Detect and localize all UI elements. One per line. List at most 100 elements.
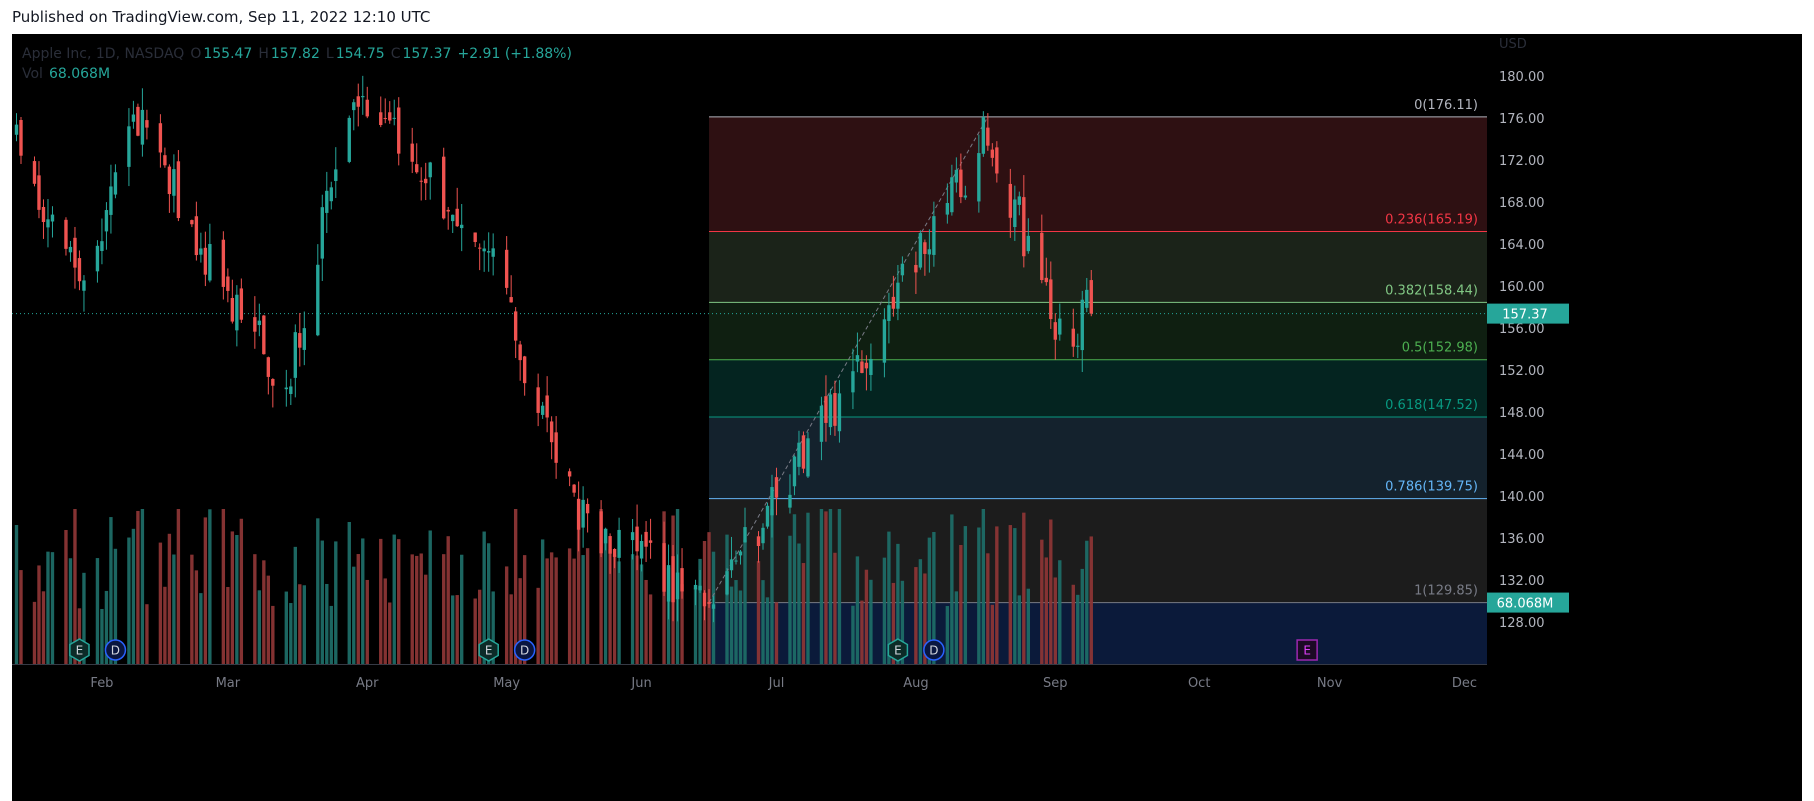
volume-bar xyxy=(608,549,612,664)
candle xyxy=(806,432,810,479)
candle xyxy=(235,285,239,347)
candle-body xyxy=(329,187,333,202)
candle xyxy=(347,115,351,164)
candle xyxy=(1026,218,1030,254)
candle-body xyxy=(693,584,698,590)
price-tick-label: 132.00 xyxy=(1499,574,1545,589)
volume-bar xyxy=(959,544,963,664)
volume-bar xyxy=(82,572,86,664)
candle xyxy=(266,356,271,395)
candle-body xyxy=(392,117,396,119)
candle-body xyxy=(397,107,401,154)
candle xyxy=(455,187,459,227)
candle xyxy=(410,127,414,174)
candle-body xyxy=(774,477,779,498)
candle xyxy=(352,99,356,131)
volume-bar xyxy=(995,526,999,664)
candle xyxy=(19,117,23,164)
candle xyxy=(77,250,82,291)
candle xyxy=(707,589,711,608)
candle-body xyxy=(302,328,306,350)
candle-body xyxy=(585,503,590,514)
candle xyxy=(473,232,477,248)
candle-body xyxy=(383,118,387,120)
legend-low: 154.75 xyxy=(335,46,385,62)
candle-body xyxy=(64,219,68,249)
candle xyxy=(617,517,621,573)
candle-body xyxy=(136,106,140,136)
volume-bar xyxy=(513,509,518,664)
dividend-marker: D xyxy=(923,639,945,661)
volume-bar xyxy=(576,509,581,664)
fib-trend-line xyxy=(708,116,989,603)
candle-body xyxy=(334,169,338,182)
candle-body xyxy=(990,149,995,158)
volume-bar xyxy=(954,591,959,664)
candle-body xyxy=(203,247,208,275)
candle-body xyxy=(293,332,297,378)
candle xyxy=(428,161,432,200)
volume-bar xyxy=(819,509,824,664)
volume-bar xyxy=(208,509,212,664)
candle-body xyxy=(131,114,136,122)
chart-area[interactable]: 0(176.11) 0.236(165.19) 0.382(158.44) 0.5(1… xyxy=(12,34,1802,801)
candle-body xyxy=(761,527,765,544)
last-price-badge-text: 157.37 xyxy=(1502,308,1548,323)
volume-bar xyxy=(131,528,136,664)
candle xyxy=(711,595,716,623)
future-earnings-marker-shape xyxy=(1296,639,1318,661)
candle-body xyxy=(536,387,540,413)
last-volume-badge-text: 68.068M xyxy=(1497,597,1554,612)
candle xyxy=(954,157,959,193)
volume-bar xyxy=(824,511,828,664)
candle xyxy=(365,86,369,119)
candle-body xyxy=(567,471,572,477)
volume-bar xyxy=(891,582,896,664)
candle-body xyxy=(199,248,203,255)
volume-bar xyxy=(635,555,639,664)
price-tick-label: 140.00 xyxy=(1499,490,1545,505)
candle-body xyxy=(788,494,792,508)
volume-bar xyxy=(77,608,82,664)
volume-bar xyxy=(424,574,428,664)
volume-bar xyxy=(379,538,383,664)
volume-bar xyxy=(473,598,477,664)
volume-bar xyxy=(230,531,235,664)
candle-body xyxy=(630,532,635,541)
volume-bar xyxy=(738,590,743,664)
candle-body xyxy=(95,245,100,272)
volume-bar xyxy=(603,528,608,664)
volume-bar xyxy=(325,583,329,664)
candle-body xyxy=(50,214,55,222)
candle-body xyxy=(576,498,581,530)
volume-bar xyxy=(927,537,932,664)
candle-body xyxy=(379,112,383,126)
candle-body xyxy=(887,305,891,321)
candle-body xyxy=(1076,345,1080,347)
volume-bar xyxy=(19,570,23,664)
candle-body xyxy=(104,210,109,232)
candle-body xyxy=(1053,322,1057,340)
volume-bar xyxy=(770,509,774,664)
price-chart[interactable]: 0(176.11) 0.236(165.19) 0.382(158.44) 0.5(1… xyxy=(12,34,1802,801)
volume-bar xyxy=(226,587,230,664)
legend-volume-label: Vol xyxy=(22,66,43,82)
candle xyxy=(208,223,212,283)
volume-bar xyxy=(1040,539,1044,664)
volume-bar xyxy=(986,553,990,664)
volume-bar xyxy=(950,514,954,664)
candle xyxy=(1049,261,1053,329)
candle xyxy=(46,199,50,248)
candle-body xyxy=(666,565,671,602)
volume-bar xyxy=(262,560,266,664)
candle-body xyxy=(702,592,707,607)
candle xyxy=(990,143,995,167)
event-marker-label: E xyxy=(1303,644,1311,658)
candle xyxy=(950,164,954,216)
candle-body xyxy=(100,241,104,252)
candle-body xyxy=(698,585,702,591)
candle xyxy=(734,550,738,565)
candle-body xyxy=(1071,328,1075,347)
candle xyxy=(572,483,576,497)
candle-body xyxy=(734,560,738,562)
